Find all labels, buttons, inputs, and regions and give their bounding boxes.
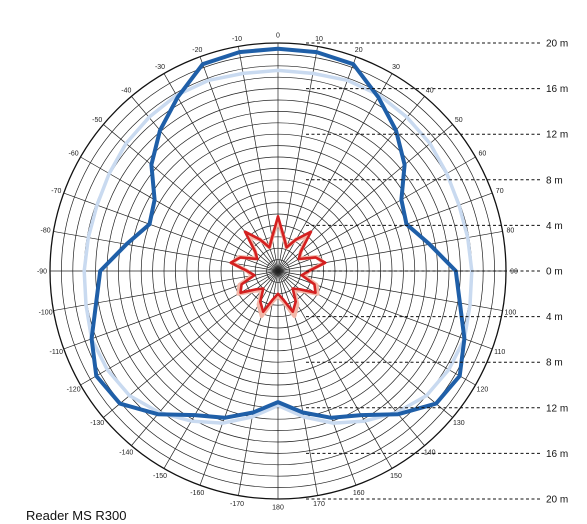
angle-label: -130 — [90, 420, 104, 427]
distance-label: 16 m — [546, 449, 568, 460]
angle-label: -140 — [119, 449, 133, 456]
angle-label: -70 — [51, 188, 61, 195]
angle-label: 140 — [424, 449, 436, 456]
diagram-caption: Reader MS R300 — [26, 508, 127, 523]
angle-label: -20 — [192, 47, 202, 54]
angle-label: 180 — [272, 505, 284, 512]
distance-label: 12 m — [546, 403, 568, 414]
angle-label: 130 — [453, 420, 465, 427]
grid-spoke — [277, 231, 503, 272]
grid-spoke — [103, 270, 279, 418]
angle-label: 160 — [353, 490, 365, 497]
distance-label: 4 m — [546, 312, 563, 323]
angle-label: 0 — [276, 33, 280, 40]
grid-spoke — [131, 96, 279, 272]
angle-label: 100 — [505, 310, 517, 317]
angle-label: -80 — [41, 228, 51, 235]
grid-spoke — [53, 231, 279, 272]
angle-label: -100 — [39, 310, 53, 317]
angle-label: 50 — [455, 117, 463, 124]
pattern-curve-2 — [82, 68, 474, 425]
distance-label: 20 m — [546, 39, 568, 50]
grid-spoke — [80, 270, 279, 386]
angle-label: -170 — [230, 501, 244, 508]
grid-spoke — [277, 270, 318, 496]
angle-label: -40 — [121, 88, 131, 95]
angle-label: -30 — [155, 64, 165, 71]
angle-label: -10 — [232, 36, 242, 43]
angle-label: 30 — [392, 64, 400, 71]
grid-spoke — [277, 270, 357, 486]
distance-label: 4 m — [546, 221, 563, 232]
grid-spoke — [277, 56, 357, 272]
angle-label: 120 — [477, 387, 489, 394]
polar-grid — [49, 42, 507, 500]
grid-spoke — [238, 270, 279, 496]
angle-label: -50 — [92, 117, 102, 124]
distance-label: 8 m — [546, 175, 563, 186]
angle-label: 110 — [494, 349, 505, 356]
angle-label: -110 — [50, 349, 64, 356]
angle-label: 170 — [313, 501, 325, 508]
pattern-curve-1 — [89, 46, 467, 420]
angle-label: 70 — [496, 188, 504, 195]
angle-label: -90 — [37, 269, 47, 276]
grid-spoke — [277, 96, 425, 272]
grid-spoke — [277, 270, 503, 311]
grid-spoke — [277, 270, 476, 386]
grid-spoke — [277, 270, 453, 418]
pattern-curve-4 — [229, 215, 327, 313]
angle-label: -60 — [69, 151, 79, 158]
distance-label: 16 m — [546, 84, 568, 95]
grid-spoke — [199, 56, 279, 272]
angle-label: 40 — [426, 88, 434, 95]
angle-label: 150 — [390, 473, 402, 480]
angle-label: 20 — [355, 47, 363, 54]
angle-label: -160 — [190, 490, 204, 497]
distance-scale: 20 m 16 m 12 m 8 m 4 m 0 m 4 m 8 m 12 m 16 m 20 m — [306, 39, 568, 506]
distance-label: 20 m — [546, 495, 568, 506]
grid-spoke — [131, 270, 279, 446]
angle-label: 60 — [479, 151, 487, 158]
distance-label: 8 m — [546, 358, 563, 369]
angle-label: 10 — [315, 36, 323, 43]
angle-label: 90 — [510, 269, 518, 276]
angle-label: 80 — [507, 228, 515, 235]
angle-tick-labels: 0 10 20 30 40 50 60 70 80 90 100 110 120 130 140 150 160… — [37, 33, 518, 512]
distance-label: 0 m — [546, 267, 563, 278]
grid-spoke — [277, 270, 425, 446]
angle-label: -120 — [67, 387, 81, 394]
distance-label: 12 m — [546, 130, 568, 141]
grid-spoke — [199, 270, 279, 486]
pattern-curves — [82, 46, 474, 425]
grid-spoke — [80, 156, 279, 272]
angle-label: -150 — [153, 473, 167, 480]
grid-spoke — [277, 156, 476, 272]
grid-spoke — [53, 270, 279, 311]
grid-spoke — [103, 124, 279, 272]
grid-spoke — [277, 124, 453, 272]
